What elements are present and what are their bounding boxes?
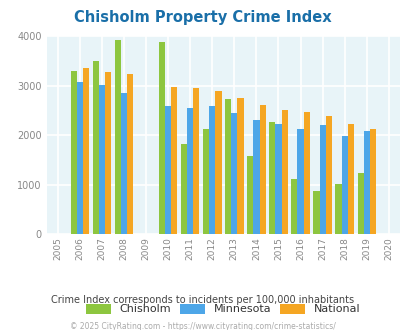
Bar xyxy=(105,72,111,234)
Bar xyxy=(347,124,353,234)
Bar xyxy=(92,61,98,234)
Bar xyxy=(164,106,171,234)
Bar xyxy=(158,42,164,234)
Bar xyxy=(237,98,243,234)
Bar xyxy=(202,129,209,234)
Bar xyxy=(303,112,309,234)
Bar xyxy=(335,184,341,234)
Bar xyxy=(127,74,133,234)
Bar xyxy=(297,129,303,234)
Text: Crime Index corresponds to incidents per 100,000 inhabitants: Crime Index corresponds to incidents per… xyxy=(51,295,354,305)
Bar xyxy=(325,115,331,234)
Bar xyxy=(290,179,297,234)
Bar xyxy=(187,108,193,234)
Bar xyxy=(114,40,121,234)
Bar xyxy=(281,110,287,234)
Bar xyxy=(70,71,77,234)
Bar xyxy=(369,129,375,234)
Bar xyxy=(193,88,199,234)
Bar xyxy=(275,124,281,234)
Text: Chisholm Property Crime Index: Chisholm Property Crime Index xyxy=(74,10,331,25)
Bar xyxy=(98,85,105,234)
Bar xyxy=(83,68,89,234)
Bar xyxy=(319,125,325,234)
Bar xyxy=(121,93,127,234)
Bar xyxy=(313,191,319,234)
Bar xyxy=(363,131,369,234)
Bar xyxy=(181,144,187,234)
Bar xyxy=(357,173,363,234)
Bar xyxy=(341,136,347,234)
Bar xyxy=(224,99,231,234)
Bar xyxy=(215,91,221,234)
Bar xyxy=(77,82,83,234)
Bar xyxy=(171,87,177,234)
Legend: Chisholm, Minnesota, National: Chisholm, Minnesota, National xyxy=(82,299,364,319)
Bar xyxy=(259,105,265,234)
Bar xyxy=(269,122,275,234)
Text: © 2025 CityRating.com - https://www.cityrating.com/crime-statistics/: © 2025 CityRating.com - https://www.city… xyxy=(70,322,335,330)
Bar xyxy=(209,106,215,234)
Bar xyxy=(247,156,253,234)
Bar xyxy=(253,120,259,234)
Bar xyxy=(231,113,237,234)
